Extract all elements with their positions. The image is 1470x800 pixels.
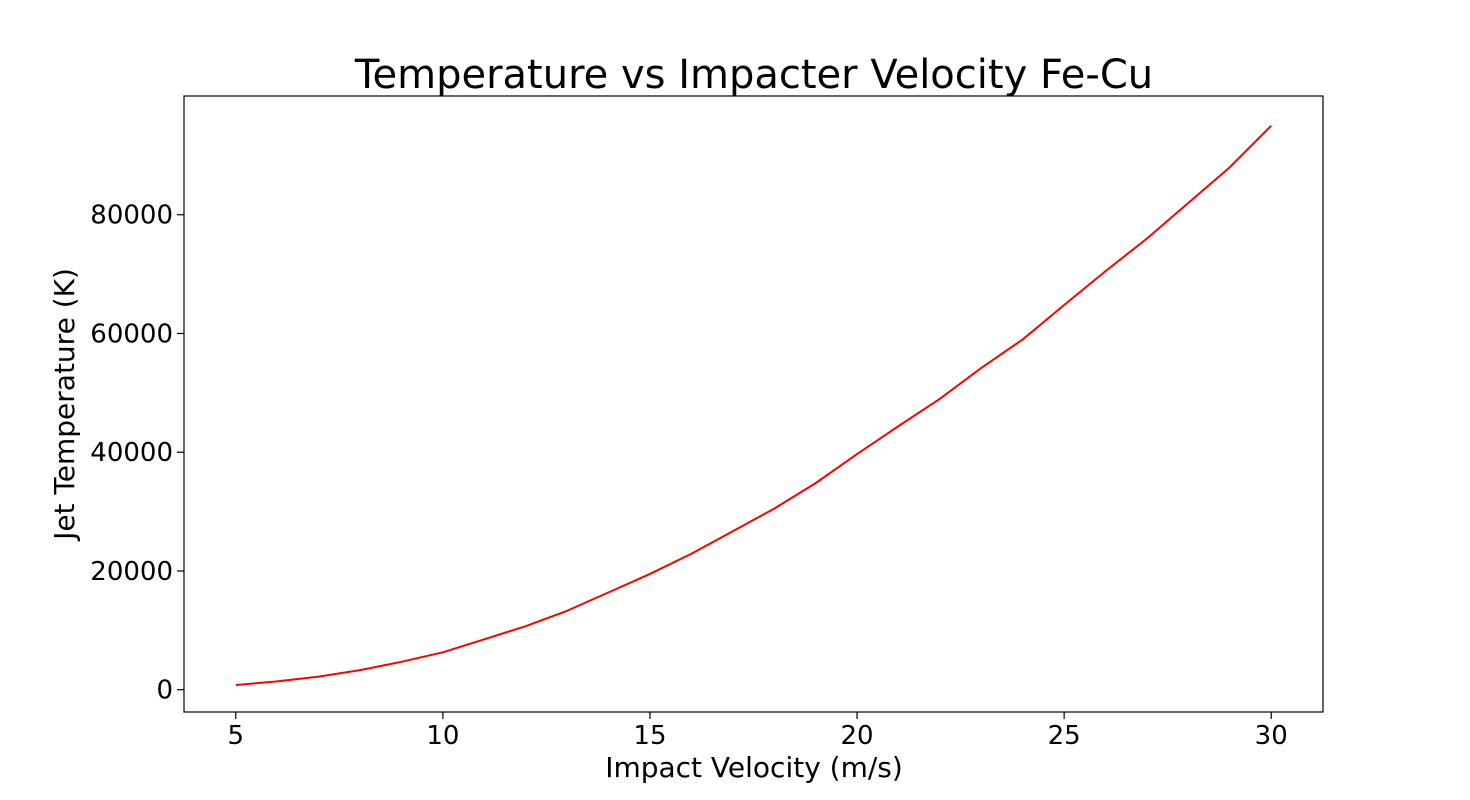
x-axis-label: Impact Velocity (m/s) [605,751,903,784]
y-tick-label: 80000 [90,201,173,231]
y-tick-label: 20000 [90,557,173,587]
y-tick-label: 0 [156,676,173,706]
y-tick-label: 60000 [90,319,173,349]
x-tick-label: 10 [426,721,459,751]
y-axis-label: Jet Temperature (K) [48,268,81,542]
y-axis: 0 20000 40000 60000 80000 [90,201,184,706]
chart-title: Temperature vs Impacter Velocity Fe-Cu [354,52,1153,98]
x-tick-label: 20 [840,721,873,751]
plot-frame [183,95,1324,713]
x-tick-label: 25 [1048,721,1081,751]
x-axis: 5 10 15 20 25 30 [227,712,1288,751]
x-tick-label: 5 [227,721,244,751]
y-tick-label: 40000 [90,438,173,468]
x-tick-label: 30 [1255,721,1288,751]
series-line-fe-cu [235,124,1272,686]
series-layer [235,124,1272,686]
x-tick-label: 15 [633,721,666,751]
